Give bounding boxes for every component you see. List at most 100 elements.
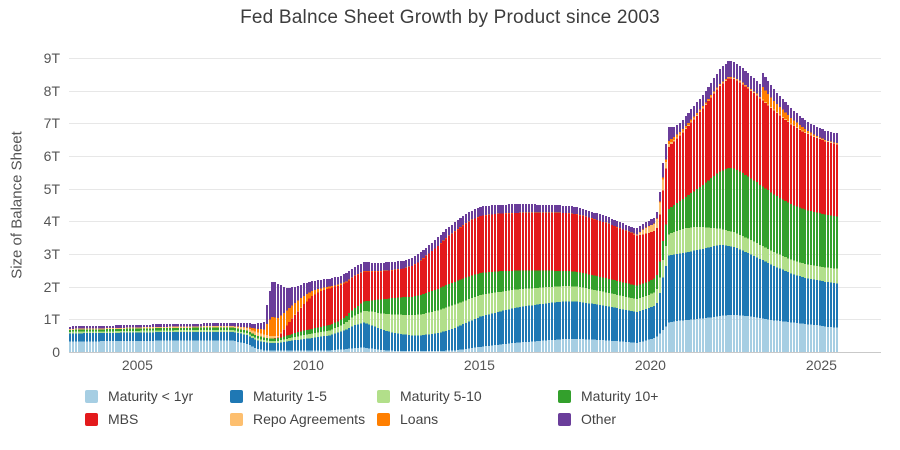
stacked-bar — [111, 325, 114, 352]
stacked-bar — [91, 326, 94, 352]
stacked-bar — [359, 263, 362, 352]
stacked-bar — [684, 116, 687, 352]
stacked-bar — [681, 119, 684, 352]
stacked-bar — [439, 234, 442, 352]
stacked-bar — [758, 84, 761, 352]
stacked-bar — [792, 110, 796, 352]
legend-item-maturity-1-5[interactable]: Maturity 1-5 — [230, 388, 327, 404]
legend-item-repo-agreements[interactable]: Repo Agreements — [230, 411, 365, 427]
stacked-bar — [596, 213, 599, 352]
stacked-bar — [590, 211, 593, 352]
stacked-bar — [268, 291, 271, 352]
stacked-bar — [610, 218, 613, 352]
stacked-bar — [619, 222, 622, 352]
stacked-bar — [470, 210, 474, 352]
stacked-bar — [587, 210, 590, 352]
stacked-bar — [339, 275, 342, 352]
legend-swatch-loans — [377, 412, 390, 426]
stacked-bar — [220, 323, 223, 352]
stacked-bar — [94, 326, 97, 352]
stacked-bar — [277, 283, 280, 352]
stacked-bar — [391, 262, 394, 352]
legend-item-loans[interactable]: Loans — [377, 411, 438, 427]
chart-title: Fed Balnce Sheet Growth by Product since… — [240, 7, 660, 28]
stacked-bar — [493, 205, 496, 352]
stacked-bar — [798, 115, 801, 352]
stacked-bar — [687, 112, 690, 352]
stacked-bar — [322, 279, 325, 352]
stacked-bar — [274, 282, 277, 352]
stacked-bar — [661, 163, 664, 352]
stacked-bar — [379, 262, 382, 352]
stacked-bar — [354, 267, 357, 352]
stacked-bar — [667, 127, 670, 352]
legend-item-maturity-1yr[interactable]: Maturity < 1yr — [85, 388, 193, 404]
stacked-bar — [123, 325, 126, 352]
stacked-bar — [237, 323, 240, 352]
x-tick-label: 2025 — [805, 357, 837, 373]
stacked-bar — [425, 247, 428, 352]
stacked-bar — [525, 204, 528, 352]
stacked-bar — [436, 237, 439, 352]
stacked-bar — [755, 80, 759, 352]
stacked-bar — [507, 204, 511, 352]
x-tick-label: 2015 — [463, 357, 495, 373]
stacked-bar — [371, 262, 374, 352]
x-tick-label: 2020 — [634, 357, 666, 373]
stacked-bar — [308, 282, 311, 352]
stacked-bar — [316, 280, 320, 352]
stacked-bar — [658, 191, 662, 352]
stacked-bar — [727, 60, 730, 352]
stacked-bar — [787, 105, 790, 352]
stacked-bar — [487, 205, 491, 352]
stacked-bar — [710, 82, 713, 352]
stacked-bar — [536, 204, 539, 352]
stacked-bar — [696, 102, 699, 352]
stacked-bar — [114, 325, 117, 352]
stacked-bar — [69, 326, 72, 352]
stacked-bar — [468, 212, 471, 352]
legend-label-repo-agreements: Repo Agreements — [253, 411, 366, 427]
stacked-bar — [348, 271, 351, 352]
stacked-bar — [145, 324, 149, 352]
stacked-bar — [160, 324, 163, 352]
stacked-bar — [171, 324, 174, 352]
stacked-bar — [411, 257, 414, 352]
stacked-bar — [616, 221, 619, 352]
stacked-bar — [693, 106, 696, 352]
stacked-bar — [724, 63, 727, 352]
legend-item-other[interactable]: Other — [558, 411, 616, 427]
stacked-bar — [151, 324, 154, 352]
stacked-bar — [225, 323, 228, 352]
stacked-bar — [448, 226, 451, 352]
stacked-bar — [205, 323, 208, 352]
stacked-bar — [211, 323, 214, 352]
stacked-bar — [345, 273, 348, 352]
stacked-bar — [778, 96, 781, 352]
stacked-bar — [137, 324, 140, 352]
stacked-bar — [733, 61, 736, 352]
stacked-bar — [473, 209, 476, 352]
stacked-bar — [641, 224, 645, 352]
stacked-bar — [715, 73, 719, 352]
legend-item-maturity-5-10[interactable]: Maturity 5-10 — [377, 388, 482, 404]
legend-item-mbs[interactable]: MBS — [85, 411, 138, 427]
stacked-bar — [639, 226, 642, 352]
stacked-bar — [564, 205, 568, 352]
stacked-bar — [678, 122, 682, 352]
legend-item-maturity-10[interactable]: Maturity 10+ — [558, 388, 658, 404]
stacked-bar — [456, 220, 459, 352]
stacked-bar — [718, 69, 721, 352]
stacked-bar — [767, 81, 770, 352]
stacked-bar — [128, 325, 132, 352]
stacked-bar — [373, 262, 377, 352]
stacked-bar — [644, 221, 647, 352]
stacked-bar — [775, 92, 778, 352]
stacked-bar — [795, 113, 798, 352]
stacked-bar — [382, 262, 385, 352]
stacked-bar — [613, 219, 616, 352]
stacked-bar — [428, 245, 431, 352]
stacked-bar — [405, 259, 408, 352]
stacked-bar — [647, 220, 650, 352]
